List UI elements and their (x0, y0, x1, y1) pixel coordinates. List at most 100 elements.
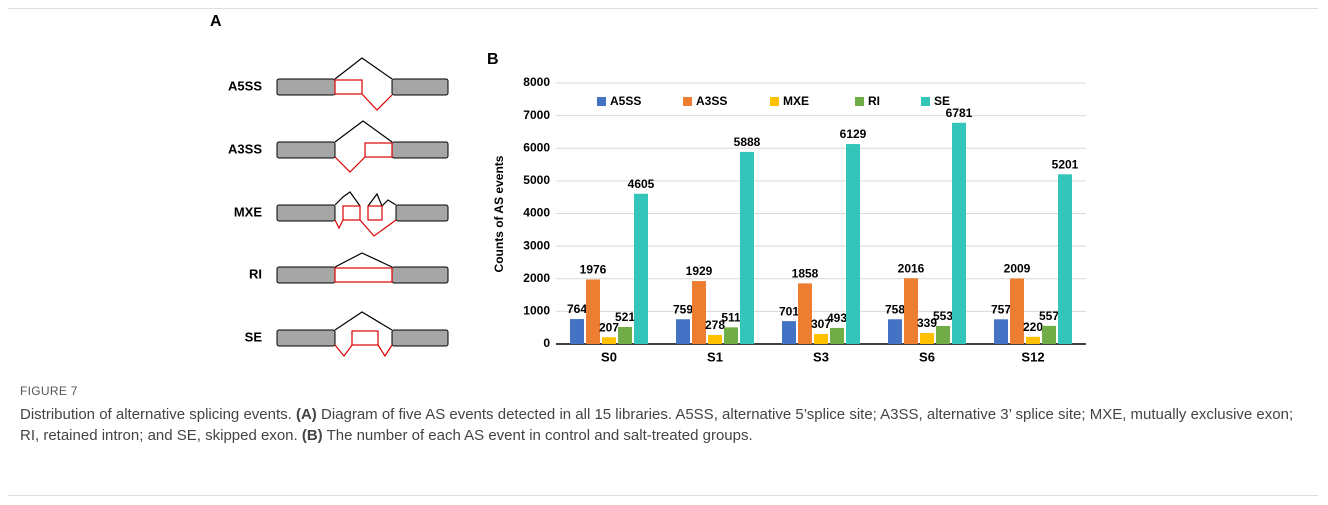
bar (692, 281, 706, 344)
caption-run: Distribution of alternative splicing eve… (20, 406, 296, 423)
bar (830, 327, 844, 344)
y-axis-label: Counts of AS events (492, 155, 506, 272)
value-label: 1976 (580, 263, 607, 277)
bar (904, 278, 918, 344)
bar (952, 122, 966, 345)
y-tick-label: 2000 (523, 271, 550, 285)
value-label: 339 (917, 316, 937, 330)
y-tick-label: 7000 (523, 108, 550, 122)
value-label: 757 (991, 302, 1011, 316)
bar (1026, 336, 1040, 344)
bar (1058, 174, 1072, 344)
panel-label: A (210, 13, 222, 30)
y-tick-label: 1000 (523, 304, 550, 318)
event-label: SE (245, 329, 263, 344)
value-label: 5201 (1052, 157, 1079, 171)
bar (994, 319, 1008, 344)
value-label: 701 (779, 304, 799, 318)
bar (676, 319, 690, 344)
legend-swatch (683, 97, 692, 106)
caption-label: FIGURE 7 (20, 384, 78, 398)
bar (602, 337, 616, 344)
panel-label: B (487, 51, 499, 68)
value-label: 557 (1039, 309, 1059, 323)
x-tick-label: S12 (1021, 349, 1044, 364)
bar (586, 279, 600, 344)
figure: A B A5SS A3SS MXE RI SE Counts (210, 13, 1086, 364)
legend-label: A3SS (696, 94, 727, 108)
value-label: 1858 (792, 267, 819, 281)
event-labels: A5SS A3SS MXE RI SE (228, 78, 262, 344)
value-label: 758 (885, 302, 905, 316)
value-label: 278 (705, 318, 725, 332)
figure-frame (8, 8, 1318, 496)
value-label: 2009 (1004, 262, 1031, 276)
value-label: 207 (599, 320, 619, 334)
event-label: A5SS (228, 78, 262, 93)
event-label: RI (249, 266, 262, 281)
bar (724, 327, 738, 344)
value-label: 5888 (734, 135, 761, 149)
x-tick-label: S1 (707, 349, 723, 364)
y-tick-label: 0 (543, 336, 550, 350)
x-tick-label: S6 (919, 349, 935, 364)
y-tick-label: 4000 (523, 206, 550, 220)
legend-label: MXE (783, 94, 809, 108)
bar (1042, 325, 1056, 344)
bar (936, 325, 950, 344)
caption-run: (B) (301, 427, 323, 444)
value-label: 4605 (628, 177, 655, 191)
y-tick-label: 8000 (523, 75, 550, 89)
value-label: 521 (615, 310, 635, 324)
bar-chart: 0 1000 2000 3000 4000 5000 6000 7000 8000 S0 764 19… (523, 75, 1086, 364)
caption: FIGURE 7 Distribution of alternative spl… (20, 384, 1310, 446)
diagram-se (276, 311, 449, 358)
diagram-mxe (276, 191, 449, 237)
diagram-ri (276, 252, 449, 284)
x-tick-label: S3 (813, 349, 829, 364)
legend-swatch (921, 97, 930, 106)
event-label: MXE (234, 204, 263, 219)
legend-label: SE (934, 94, 950, 108)
value-label: 493 (827, 311, 847, 325)
caption-run: The number of each AS event in control a… (322, 427, 753, 444)
bar (708, 334, 722, 344)
legend-label: A5SS (610, 94, 641, 108)
value-label: 2016 (898, 261, 925, 275)
x-tick-label: S0 (601, 349, 617, 364)
bar (846, 144, 860, 344)
bar (1010, 278, 1024, 344)
diagram-a5ss (276, 57, 449, 111)
value-label: 1929 (686, 264, 713, 278)
caption-text: Distribution of alternative splicing eve… (20, 404, 1310, 446)
bar (618, 327, 632, 344)
bar (920, 332, 934, 344)
bar (888, 319, 902, 344)
bar (634, 193, 648, 344)
y-tick-label: 3000 (523, 238, 550, 252)
legend-swatch (770, 97, 779, 106)
caption-run: (A) (295, 406, 317, 423)
value-label: 6129 (840, 127, 867, 141)
bar (740, 151, 754, 344)
value-label: 764 (567, 302, 587, 316)
legend-label: RI (868, 94, 880, 108)
diagram-a3ss (276, 120, 449, 173)
value-label: 6781 (946, 106, 973, 120)
y-tick-label: 5000 (523, 173, 550, 187)
value-label: 511 (721, 311, 741, 325)
event-label: A3SS (228, 141, 262, 156)
bar (570, 319, 584, 344)
bar (782, 321, 796, 344)
value-label: 553 (933, 309, 953, 323)
y-tick-label: 6000 (523, 140, 550, 154)
legend-swatch (855, 97, 864, 106)
value-label: 220 (1023, 320, 1043, 334)
value-label: 759 (673, 302, 693, 316)
bar (798, 283, 812, 344)
caption-run: Diagram of five AS events detected in al… (20, 406, 1294, 444)
legend-swatch (597, 97, 606, 106)
value-label: 307 (811, 317, 831, 331)
bar (814, 333, 828, 344)
